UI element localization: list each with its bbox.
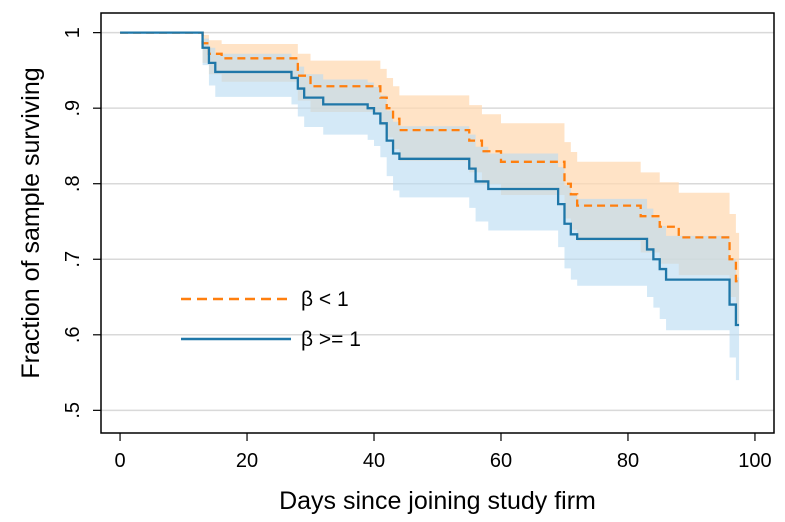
- x-tick-label: 80: [617, 450, 639, 472]
- x-tick-label: 60: [490, 450, 512, 472]
- survival-lines: [120, 31, 740, 327]
- y-tick-label: .9: [62, 100, 84, 117]
- x-axis-title: Days since joining study firm: [279, 487, 596, 515]
- confidence-band-series-2: [120, 32, 740, 381]
- y-axis-title: Fraction of sample surviving: [17, 67, 45, 378]
- y-tick-label: .6: [62, 326, 84, 343]
- x-tick-label: 40: [363, 450, 385, 472]
- x-tick-label: 100: [738, 450, 771, 472]
- x-tick-label: 20: [236, 450, 258, 472]
- y-tick-label: 1: [62, 27, 84, 38]
- x-axis: 0 20 40 60 80 100: [114, 433, 772, 472]
- legend-label-beta-lt-1: β < 1: [301, 288, 349, 311]
- confidence-bands: [120, 32, 740, 381]
- survival-line-series-2: [120, 31, 740, 327]
- legend-label-beta-ge-1: β >= 1: [301, 328, 361, 351]
- legend: β < 1 β >= 1: [181, 288, 361, 351]
- y-tick-label: .7: [62, 251, 84, 268]
- y-tick-label: .8: [62, 175, 84, 192]
- confidence-band-series-1: [120, 32, 740, 324]
- x-tick-label: 0: [114, 450, 125, 472]
- y-axis: .5 .6 .7 .8 .9 1: [62, 27, 101, 419]
- plot-frame: [100, 12, 775, 434]
- y-tick-label: .5: [62, 402, 84, 419]
